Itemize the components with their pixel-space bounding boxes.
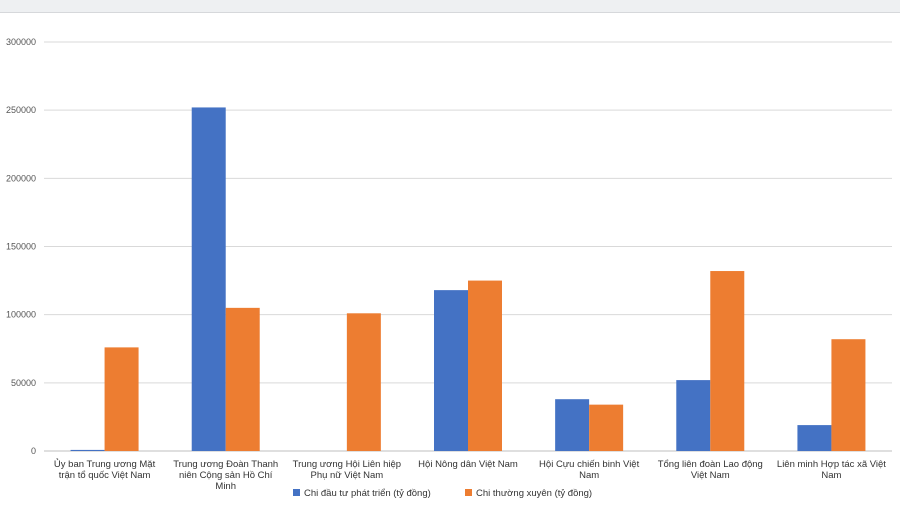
bar-recurring-6 — [831, 339, 866, 451]
bar-recurring-4 — [589, 404, 624, 451]
category-label: Minh — [215, 481, 236, 492]
y-tick-label: 200000 — [6, 173, 36, 183]
bar-recurring-0 — [104, 347, 139, 451]
category-label: Ủy ban Trung ương Mặt — [54, 458, 156, 470]
legend-swatch — [293, 489, 300, 496]
category-label: trận tổ quốc Việt Nam — [59, 470, 151, 481]
category-label: Việt Nam — [691, 470, 730, 481]
y-tick-label: 250000 — [6, 105, 36, 115]
category-label: Trung ương Hội Liên hiệp — [293, 459, 401, 470]
legend: Chi đầu tư phát triển (tỷ đồng) Chi thườn… — [293, 488, 592, 499]
bar-recurring-1 — [225, 307, 260, 451]
y-axis-ticks: 0 50000 100000 150000 200000 250000 300000 — [6, 37, 36, 456]
category-label: Trung ương Đoàn Thanh — [173, 459, 278, 470]
category-label: Tổng liên đoàn Lao động — [658, 459, 763, 470]
category-label: Liên minh Hợp tác xã Việt — [777, 459, 886, 470]
category-label: Hội Nông dân Việt Nam — [418, 459, 518, 470]
category-label: niên Cộng sản Hồ Chí — [179, 470, 273, 481]
bar-recurring-2 — [346, 313, 381, 451]
y-tick-label: 0 — [31, 446, 36, 456]
legend-label: Chi đầu tư phát triển (tỷ đồng) — [304, 488, 431, 499]
bar-investment-3 — [434, 290, 468, 451]
category-label: Nam — [821, 470, 841, 481]
legend-swatch — [465, 489, 472, 496]
y-tick-label: 300000 — [6, 37, 36, 47]
bar-investment-6 — [797, 425, 832, 451]
y-tick-label: 150000 — [6, 242, 36, 252]
bar-investment-4 — [555, 399, 590, 451]
legend-label: Chi thường xuyên (tỷ đồng) — [476, 488, 592, 499]
bar-investment-5 — [676, 380, 711, 451]
category-label: Hội Cựu chiến binh Việt — [539, 459, 640, 470]
window-top-strip — [0, 0, 900, 13]
bar-recurring-5 — [710, 271, 745, 451]
y-tick-label: 100000 — [6, 310, 36, 320]
bar-investment-0 — [70, 449, 105, 451]
bars — [70, 107, 866, 451]
category-label: Nam — [579, 470, 599, 481]
bar-recurring-3 — [468, 280, 502, 451]
category-label: Phụ nữ Việt Nam — [310, 470, 383, 481]
y-tick-label: 50000 — [11, 378, 36, 388]
bar-investment-1 — [191, 107, 226, 451]
